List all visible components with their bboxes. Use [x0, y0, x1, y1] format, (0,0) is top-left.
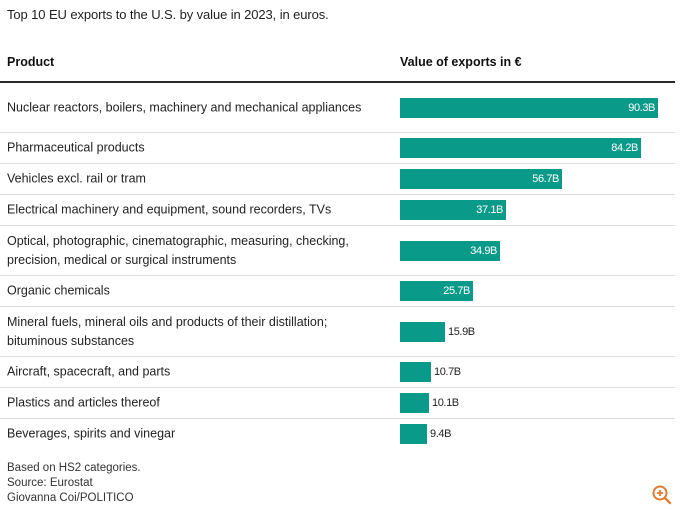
chart-footer: Based on HS2 categories. Source: Eurosta…: [7, 461, 141, 506]
table-row: Organic chemicals 25.7B: [0, 276, 675, 307]
product-label: Electrical machinery and equipment, soun…: [7, 202, 332, 217]
bar-value-label: 56.7B: [532, 173, 559, 185]
footer-note: Based on HS2 categories.: [7, 462, 141, 474]
bar-value-label: 25.7B: [443, 285, 470, 297]
table-row: Beverages, spirits and vinegar 9.4B: [0, 419, 675, 449]
product-label: Pharmaceutical products: [7, 140, 145, 155]
bar-value-label: 10.1B: [432, 397, 459, 409]
bar-value-label: 84.2B: [611, 142, 638, 154]
product-label: Vehicles excl. rail or tram: [7, 171, 146, 186]
bar: [400, 321, 445, 342]
bar-value-label: 37.1B: [476, 204, 503, 216]
bar-value-label: 34.9B: [470, 244, 497, 257]
product-label: Organic chemicals: [7, 283, 110, 298]
table-row: Optical, photographic, cinematographic, …: [0, 226, 675, 276]
footer-source: Source: Eurostat: [7, 477, 93, 489]
table-row: Electrical machinery and equipment, soun…: [0, 195, 675, 226]
footer-credit: Giovanna Coi/POLITICO: [7, 492, 134, 504]
bar-value-label: 10.7B: [434, 366, 461, 378]
bar-chart-table: Nuclear reactors, boilers, machinery and…: [0, 83, 675, 449]
bar: [400, 281, 473, 301]
table-row: Plastics and articles thereof 10.1B: [0, 388, 675, 419]
bar: [400, 362, 431, 382]
header-divider: [0, 81, 675, 83]
product-label: Optical, photographic, cinematographic, …: [7, 233, 349, 267]
product-label: Plastics and articles thereof: [7, 395, 160, 410]
bar-value-label: 9.4B: [430, 428, 452, 440]
table-row: Mineral fuels, mineral oils and products…: [0, 307, 675, 357]
product-label: Nuclear reactors, boilers, machinery and…: [7, 100, 362, 114]
table-row: Pharmaceutical products 84.2B: [0, 133, 675, 164]
chart-title: Top 10 EU exports to the U.S. by value i…: [7, 7, 329, 22]
column-header-value: Value of exports in €: [400, 55, 522, 69]
bar: [400, 393, 429, 413]
zoom-in-icon[interactable]: [650, 484, 676, 506]
bar-value-label: 15.9B: [448, 325, 475, 338]
table-row: Vehicles excl. rail or tram 56.7B: [0, 164, 675, 195]
table-row: Aircraft, spacecraft, and parts 10.7B: [0, 357, 675, 388]
bar: [400, 200, 506, 220]
bar: [400, 240, 500, 261]
table-row: Nuclear reactors, boilers, machinery and…: [0, 83, 675, 133]
bar: [400, 97, 658, 118]
product-label: Aircraft, spacecraft, and parts: [7, 364, 171, 379]
product-label: Beverages, spirits and vinegar: [7, 426, 176, 441]
bar: [400, 138, 641, 158]
bar: [400, 424, 427, 444]
column-header-product: Product: [7, 55, 55, 69]
product-label: Mineral fuels, mineral oils and products…: [7, 314, 328, 348]
bar: [400, 169, 562, 189]
bar-value-label: 90.3B: [628, 101, 655, 114]
